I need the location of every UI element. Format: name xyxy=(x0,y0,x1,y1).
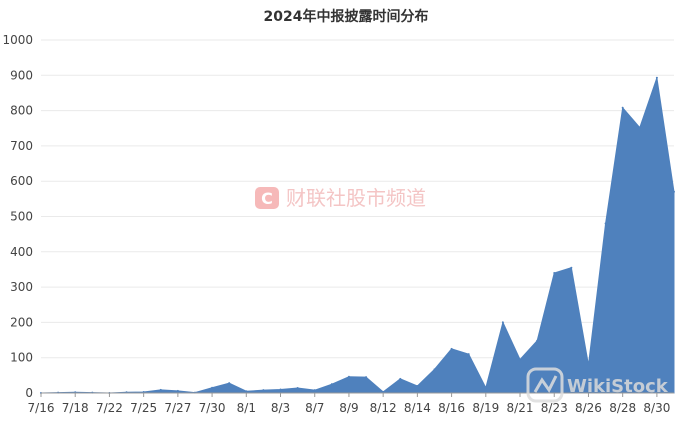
x-tick-label: 7/22 xyxy=(96,401,123,415)
y-tick-label: 200 xyxy=(10,315,33,329)
data-point xyxy=(587,363,590,366)
x-tick-label: 8/14 xyxy=(404,401,431,415)
watermark-logo-icon xyxy=(255,187,279,209)
y-tick-label: 400 xyxy=(10,245,33,259)
x-tick-label: 8/26 xyxy=(575,401,602,415)
wikistock-text: WikiStock xyxy=(567,376,669,397)
x-tick-label: 8/9 xyxy=(339,401,358,415)
data-point xyxy=(655,76,658,79)
data-point xyxy=(228,382,231,385)
data-point xyxy=(279,388,282,391)
data-point xyxy=(245,390,248,393)
x-tick-label: 8/30 xyxy=(643,401,670,415)
x-tick-label: 7/30 xyxy=(199,401,226,415)
x-tick-label: 7/27 xyxy=(164,401,191,415)
data-point xyxy=(433,368,436,371)
x-tick-label: 7/18 xyxy=(62,401,89,415)
x-tick-label: 8/3 xyxy=(271,401,290,415)
data-point xyxy=(159,388,162,391)
x-tick-label: 8/23 xyxy=(541,401,568,415)
chart-title: 2024年中报披露时间分布 xyxy=(264,8,429,25)
data-point xyxy=(638,126,641,129)
y-tick-label: 900 xyxy=(10,68,33,82)
y-tick-label: 800 xyxy=(10,104,33,118)
watermark-logo-letter: C xyxy=(261,189,273,208)
x-tick-label: 8/28 xyxy=(609,401,636,415)
x-tick-label: 7/16 xyxy=(28,401,55,415)
watermark: C 财联社股市频道 xyxy=(255,186,426,210)
x-tick-label: 8/16 xyxy=(438,401,465,415)
data-point xyxy=(604,222,607,225)
x-tick-label: 8/19 xyxy=(472,401,499,415)
y-tick-label: 0 xyxy=(25,386,33,400)
x-tick-label: 8/12 xyxy=(370,401,397,415)
wikistock-logo-icon xyxy=(526,367,564,403)
data-point xyxy=(484,386,487,389)
data-point xyxy=(296,387,299,390)
wikistock-watermark: WikiStock xyxy=(526,367,669,403)
x-tick-label: 8/7 xyxy=(305,401,324,415)
y-tick-label: 500 xyxy=(10,210,33,224)
data-point xyxy=(382,390,385,393)
y-tick-label: 100 xyxy=(10,351,33,365)
data-point xyxy=(621,106,624,109)
data-point xyxy=(262,389,265,392)
area-series xyxy=(40,77,675,394)
axes: 0 100 200 300 400 500 600 700 800 900 1000 7/16 7/18… xyxy=(2,33,674,415)
data-point xyxy=(313,389,316,392)
x-tick-label: 8/1 xyxy=(237,401,256,415)
x-tick-label: 7/25 xyxy=(130,401,157,415)
data-point xyxy=(330,383,333,386)
x-tick-label: 8/21 xyxy=(507,401,534,415)
data-point xyxy=(399,377,402,380)
y-tick-label: 300 xyxy=(10,280,33,294)
data-point xyxy=(553,271,556,274)
y-tick-label: 1000 xyxy=(2,33,33,47)
data-point xyxy=(416,384,419,387)
data-point xyxy=(467,353,470,356)
data-point xyxy=(501,321,504,324)
grid-lines xyxy=(41,39,674,359)
data-point xyxy=(519,358,522,361)
y-tick-label: 700 xyxy=(10,139,33,153)
data-point xyxy=(142,390,145,393)
data-point xyxy=(211,386,214,389)
data-point xyxy=(347,375,350,378)
data-point xyxy=(365,376,368,379)
data-point xyxy=(570,266,573,269)
data-point xyxy=(673,190,675,193)
watermark-text: 财联社股市频道 xyxy=(286,186,426,210)
data-point xyxy=(176,389,179,392)
series-layer xyxy=(40,76,675,394)
data-point xyxy=(450,347,453,350)
y-tick-label: 600 xyxy=(10,174,33,188)
data-point xyxy=(536,339,539,342)
